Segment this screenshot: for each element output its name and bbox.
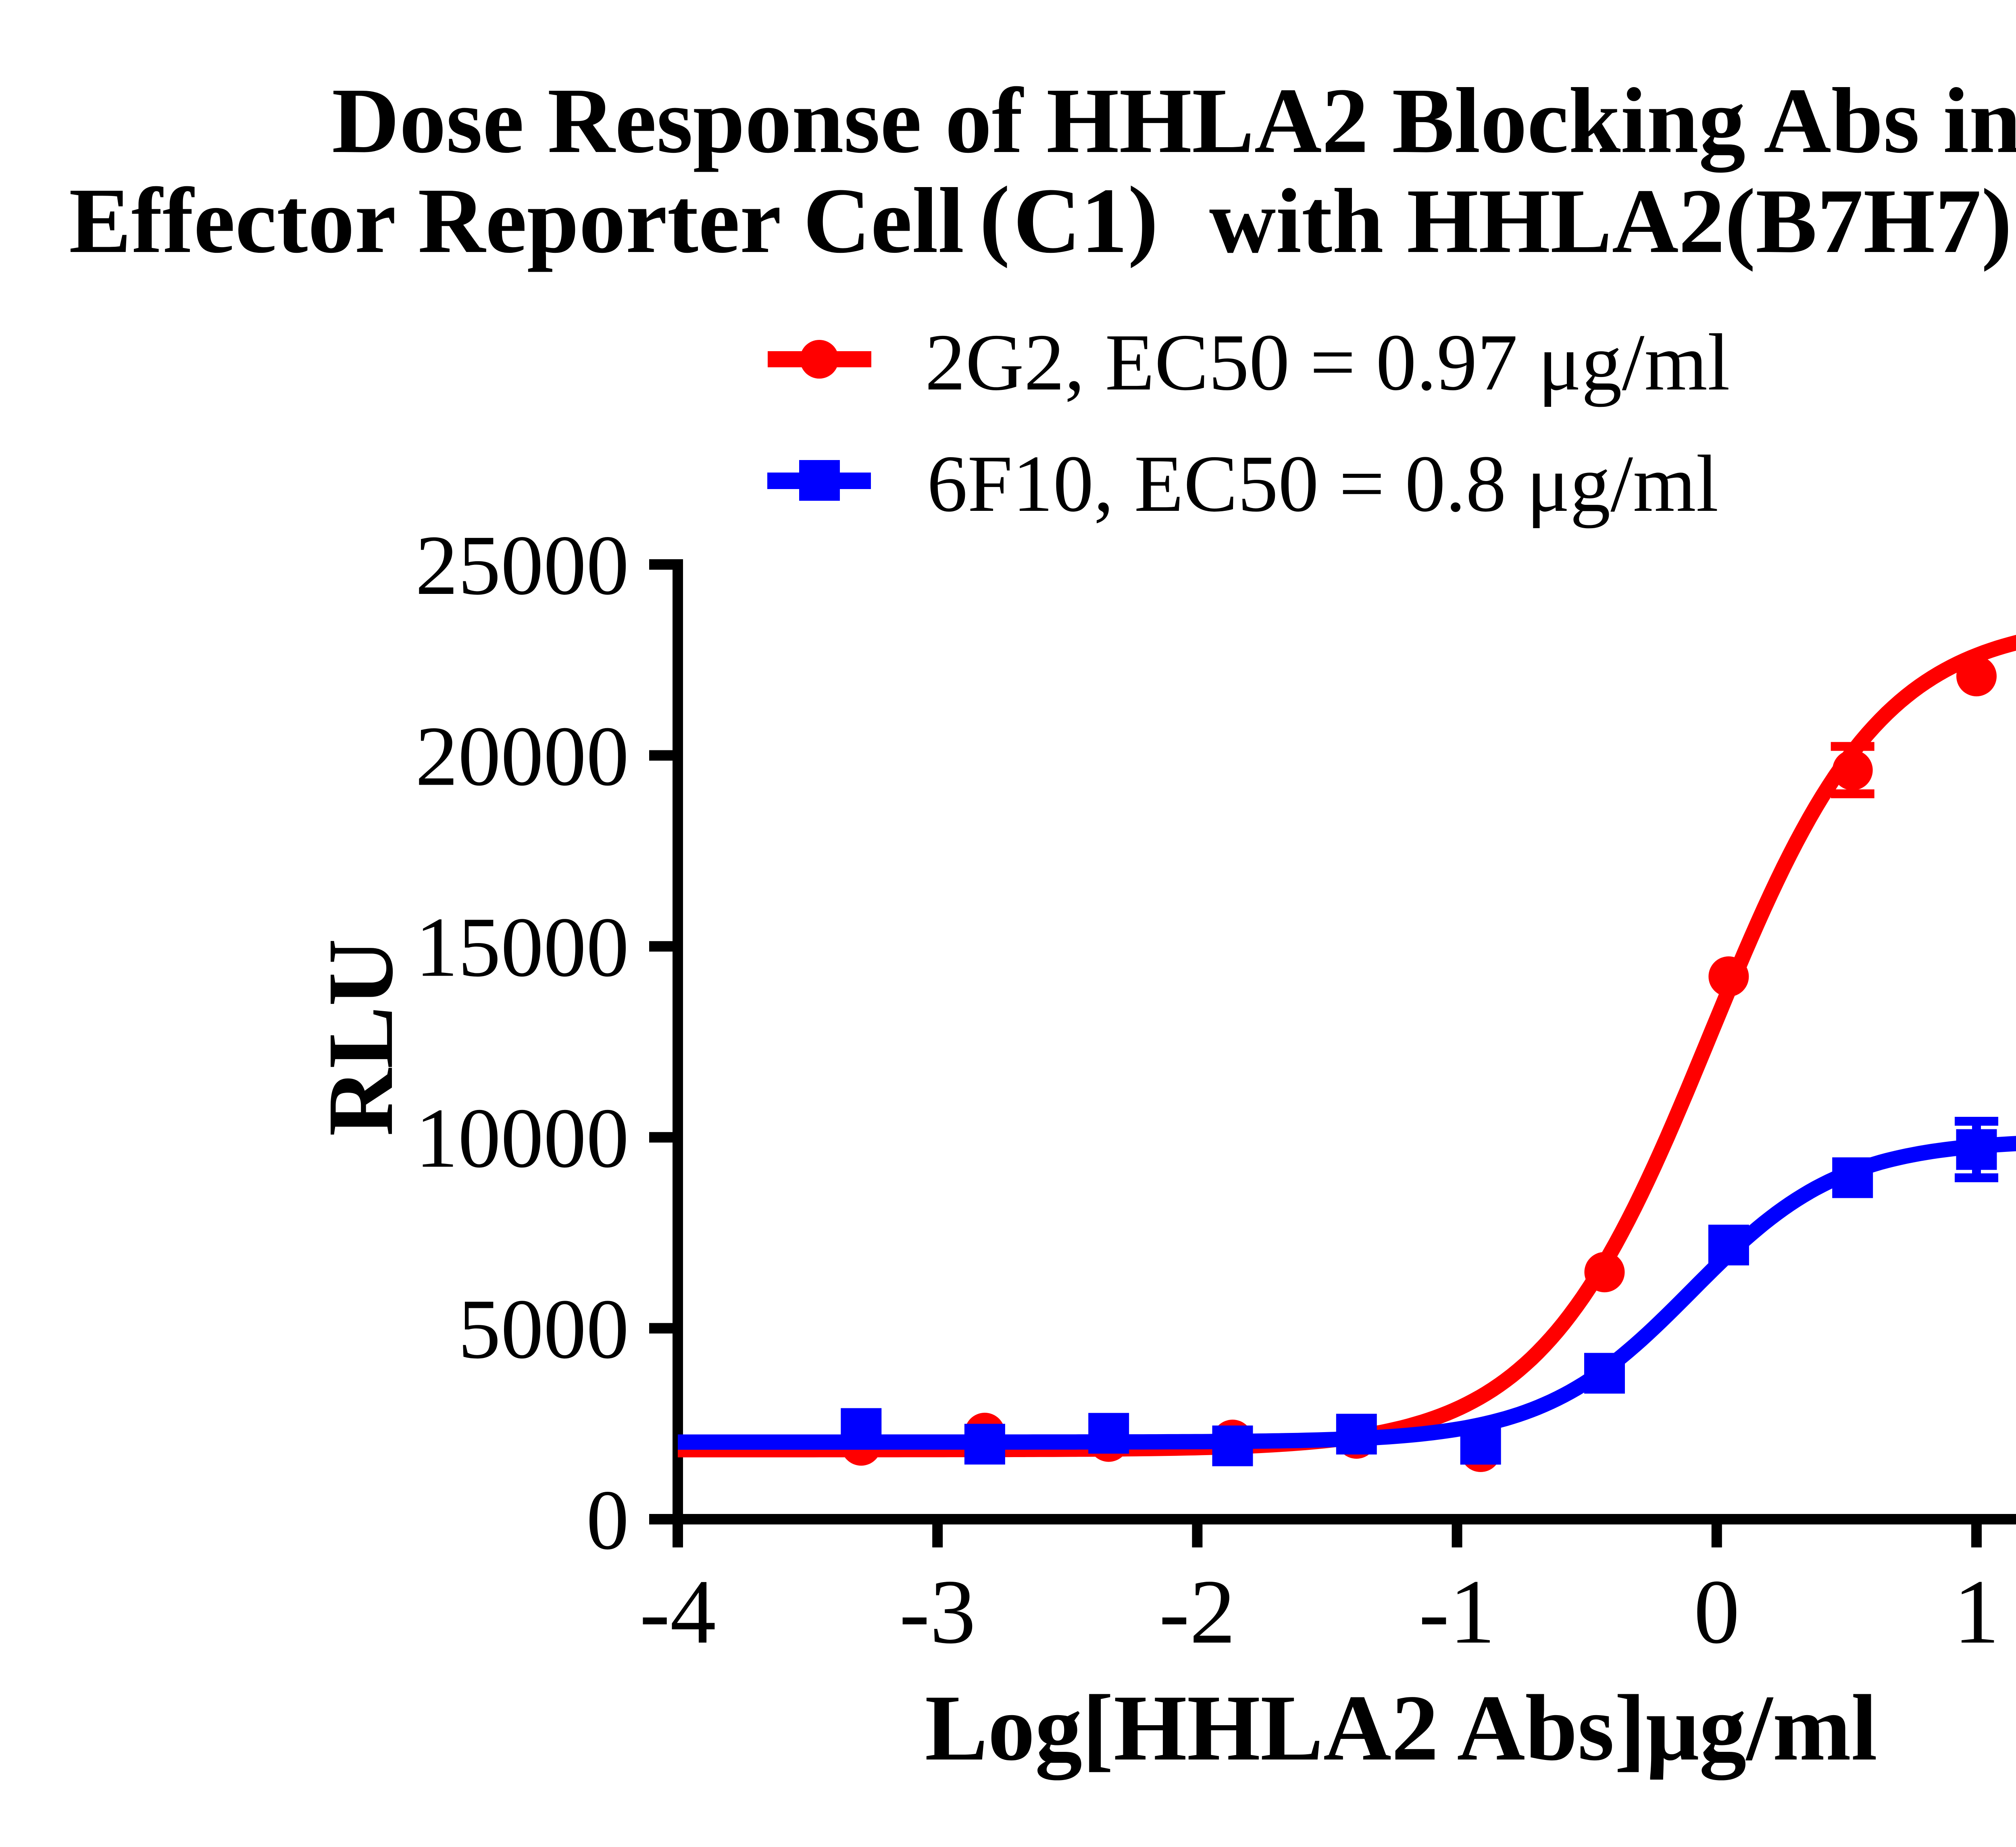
svg-text:6F10, EC50 = 0.8 μg/ml: 6F10, EC50 = 0.8 μg/ml — [927, 439, 1718, 529]
svg-text:Log[HHLA2 Abs]μg/ml: Log[HHLA2 Abs]μg/ml — [925, 1675, 1877, 1780]
svg-text:Dose Response of HHLA2 Blockin: Dose Response of HHLA2 Blocking Abs in K… — [332, 69, 2016, 173]
svg-text:1: 1 — [1954, 1561, 1999, 1663]
svg-text:-1: -1 — [1419, 1561, 1495, 1663]
svg-text:10000: 10000 — [415, 1091, 629, 1185]
svg-text:): ) — [1128, 168, 1158, 269]
svg-text:5000: 5000 — [458, 1281, 629, 1376]
svg-text:C1: C1 — [1013, 169, 1128, 273]
svg-text:25000: 25000 — [415, 518, 629, 612]
svg-text:15000: 15000 — [415, 900, 629, 994]
svg-text:with HHLA2(B7H7) aAPC Cell: with HHLA2(B7H7) aAPC Cell — [1209, 170, 2016, 272]
svg-text:RLU: RLU — [309, 939, 412, 1136]
svg-text:20000: 20000 — [415, 709, 629, 804]
svg-text:Effector Reporter Cell: Effector Reporter Cell — [69, 169, 964, 273]
svg-text:0: 0 — [586, 1472, 629, 1567]
svg-text:0: 0 — [1694, 1561, 1740, 1663]
svg-text:-2: -2 — [1159, 1561, 1235, 1663]
svg-text:(: ( — [979, 168, 1010, 269]
svg-text:-4: -4 — [639, 1561, 716, 1663]
svg-text:-3: -3 — [899, 1561, 976, 1663]
svg-text:2G2, EC50 = 0.97 μg/ml: 2G2, EC50 = 0.97 μg/ml — [925, 318, 1730, 407]
